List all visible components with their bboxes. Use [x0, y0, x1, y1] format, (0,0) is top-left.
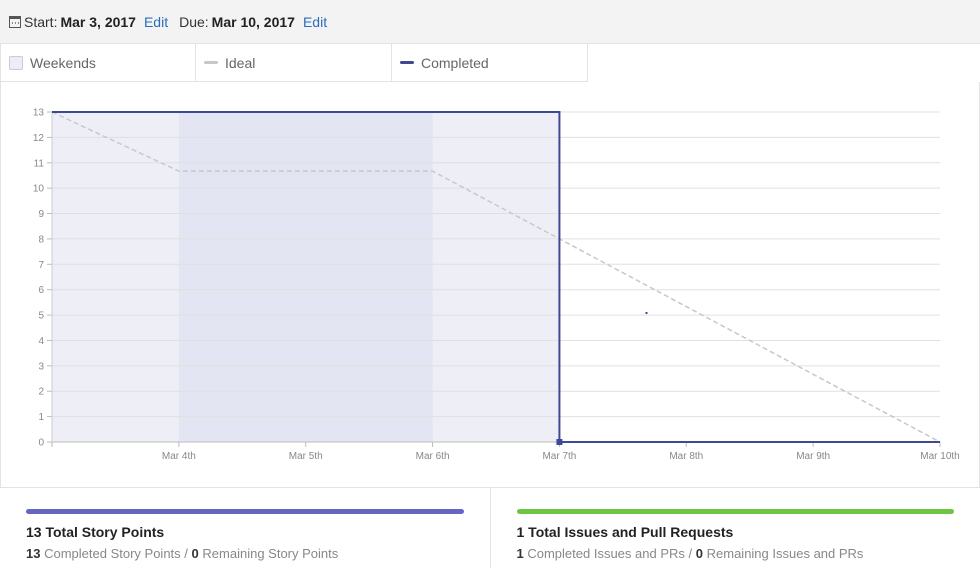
separator: /: [184, 546, 188, 561]
calendar-icon: [9, 15, 21, 28]
x-tick-label: Mar 10th: [920, 451, 959, 462]
remaining-issues-count: 0: [695, 546, 703, 561]
y-tick-label: 12: [33, 133, 45, 144]
y-tick-label: 5: [38, 311, 44, 322]
remaining-story-label: Remaining Story Points: [202, 546, 339, 561]
milestone-stats: 13 Total Story Points 13 Completed Story…: [0, 487, 980, 568]
completed-issues-label: Completed Issues and PRs: [527, 546, 685, 561]
checkbox-icon[interactable]: [9, 55, 23, 70]
x-tick-label: Mar 7th: [542, 451, 576, 462]
legend-label-weekends: Weekends: [30, 54, 96, 71]
completed-story-label: Completed Story Points: [44, 546, 181, 561]
weekend-band: [178, 112, 433, 442]
y-tick-label: 4: [38, 336, 44, 347]
issues-stat: 1 Total Issues and Pull Requests 1 Compl…: [489, 488, 980, 568]
edit-start-link[interactable]: Edit: [143, 13, 169, 30]
burndown-chart: 0 1 2 3 4 5 6 7 8 9 10 11 12 13 Mar 4th Mar 5th Mar 6th M…: [0, 82, 980, 487]
x-tick-label: Mar 4th: [162, 451, 196, 462]
y-tick-label: 13: [33, 108, 45, 119]
issues-progress-bar: [516, 509, 954, 514]
x-tick-label: Mar 5th: [289, 451, 323, 462]
start-label: Start:: [24, 13, 58, 30]
y-tick-label: 8: [38, 234, 44, 245]
completed-story-count: 13: [26, 546, 41, 561]
due-date: Mar 10, 2017: [211, 13, 295, 30]
remaining-issues-label: Remaining Issues and PRs: [706, 546, 864, 561]
y-tick-label: 9: [38, 209, 44, 220]
completed-point: [556, 439, 563, 445]
legend-toggle-completed[interactable]: Completed: [392, 44, 588, 82]
y-tick-label: 7: [38, 260, 44, 271]
legend-toggle-weekends[interactable]: Weekends: [0, 44, 196, 82]
completed-cursor-marker: [645, 312, 648, 314]
story-points-progress-bar: [26, 509, 464, 514]
y-tick-label: 3: [38, 361, 44, 372]
chart-legend: Weekends Ideal Completed: [0, 44, 588, 82]
x-tick-label: Mar 9th: [796, 451, 830, 462]
separator: /: [688, 546, 693, 561]
issues-breakdown: 1 Completed Issues and PRs / 0 Remaining…: [517, 546, 955, 562]
legend-toggle-ideal[interactable]: Ideal: [196, 44, 392, 82]
y-tick-label: 11: [34, 158, 45, 169]
ideal-line-swatch-icon: [204, 61, 218, 64]
x-tick-label: Mar 6th: [416, 451, 450, 462]
y-tick-label: 2: [38, 387, 44, 398]
x-tick-label: Mar 8th: [669, 451, 703, 462]
y-tick-label: 10: [33, 184, 45, 195]
y-tick-label: 1: [38, 412, 44, 423]
issues-title: 1 Total Issues and Pull Requests: [516, 524, 734, 540]
story-points-breakdown: 13 Completed Story Points / 0 Remaining …: [26, 546, 464, 562]
legend-label-ideal: Ideal: [225, 54, 256, 71]
completed-issues-count: 1: [516, 546, 524, 561]
completed-line-swatch-icon: [400, 61, 414, 64]
completed-series-line: [52, 111, 940, 443]
start-date: Mar 3, 2017: [60, 13, 136, 30]
remaining-story-count: 0: [191, 546, 199, 561]
ideal-series-line: [51, 111, 941, 443]
legend-label-completed: Completed: [421, 54, 489, 71]
milestone-dates-bar: Start: Mar 3, 2017 Edit Due: Mar 10, 201…: [0, 0, 980, 44]
y-tick-label: 0: [38, 438, 44, 449]
story-points-title: 13 Total Story Points: [26, 524, 165, 540]
y-tick-label: 6: [38, 285, 44, 296]
due-label: Due:: [179, 13, 209, 30]
story-points-stat: 13 Total Story Points 13 Completed Story…: [0, 488, 490, 568]
edit-due-link[interactable]: Edit: [302, 13, 328, 30]
